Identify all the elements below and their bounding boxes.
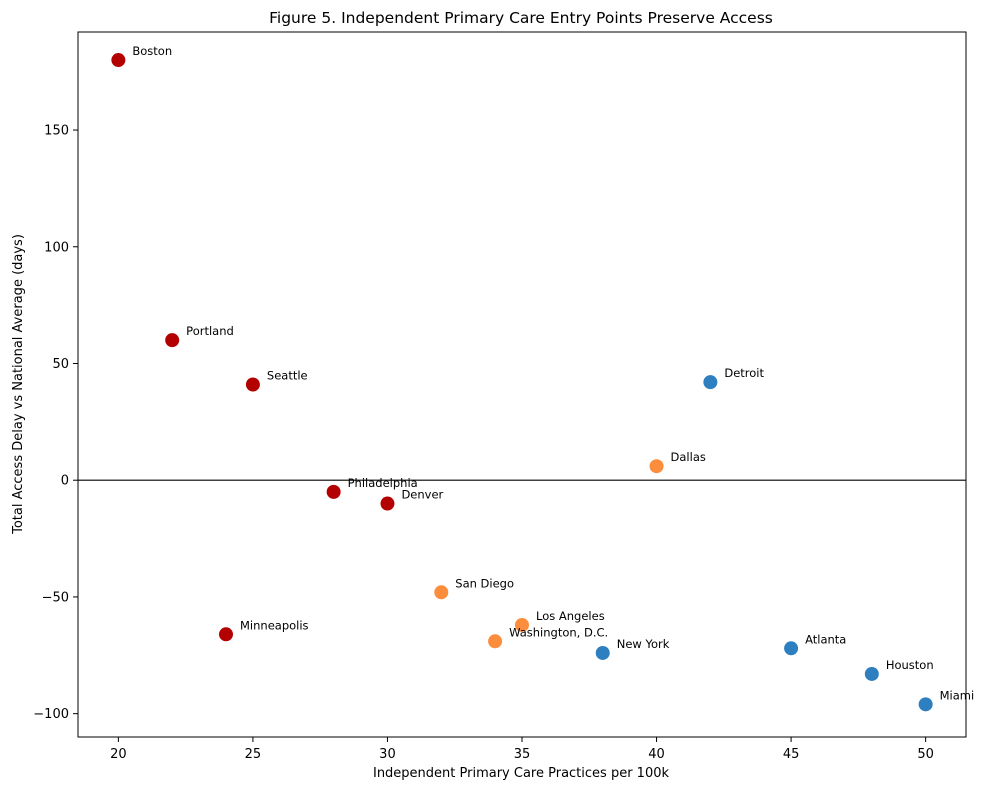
point-label: Dallas bbox=[671, 450, 706, 464]
x-tick-label: 50 bbox=[917, 747, 934, 762]
points-layer bbox=[78, 53, 966, 712]
y-tick-label: 0 bbox=[61, 474, 69, 489]
scatter-point bbox=[703, 375, 718, 390]
x-tick-label: 20 bbox=[110, 747, 127, 762]
scatter-point bbox=[515, 617, 529, 632]
scatter-point bbox=[595, 645, 610, 660]
x-tick-label: 25 bbox=[245, 747, 262, 762]
point-label: Washington, D.C. bbox=[509, 625, 608, 639]
x-tick-label: 35 bbox=[514, 747, 531, 762]
x-axis-label: Independent Primary Care Practices per 1… bbox=[373, 766, 670, 781]
x-tick-label: 30 bbox=[379, 747, 396, 762]
scatter-point bbox=[165, 333, 180, 348]
point-label: Los Angeles bbox=[536, 609, 605, 623]
y-tick-label: −50 bbox=[42, 590, 69, 605]
scatter-point bbox=[111, 53, 126, 68]
x-tick-label: 45 bbox=[783, 747, 800, 762]
ticks-layer: 20 25 30 35 40 45 50 −100 −50 0 50 100 150 bbox=[33, 124, 934, 762]
y-tick-label: 50 bbox=[52, 357, 69, 372]
y-axis-label: Total Access Delay vs National Average (… bbox=[11, 234, 26, 535]
y-tick-label: −100 bbox=[33, 707, 69, 722]
point-label: Houston bbox=[886, 658, 934, 672]
chart-title: Figure 5. Independent Primary Care Entry… bbox=[269, 9, 773, 27]
plot-frame bbox=[77, 31, 967, 738]
point-label: Detroit bbox=[724, 366, 764, 380]
scatter-point bbox=[649, 459, 664, 474]
point-label: San Diego bbox=[455, 576, 514, 590]
point-label: Miami bbox=[940, 688, 975, 702]
scatter-point bbox=[434, 585, 449, 600]
point-label: New York bbox=[617, 637, 670, 651]
scatter-point bbox=[488, 634, 503, 649]
scatter-point bbox=[245, 377, 260, 392]
point-label: Atlanta bbox=[805, 632, 846, 646]
scatter-point bbox=[864, 666, 879, 681]
scatter-point bbox=[326, 484, 341, 499]
point-label: Portland bbox=[186, 324, 234, 338]
x-tick-label: 40 bbox=[648, 747, 665, 762]
scatter-point bbox=[918, 697, 933, 712]
scatter-point bbox=[219, 627, 233, 642]
scatter-point bbox=[380, 496, 395, 511]
point-label: Seattle bbox=[267, 369, 308, 383]
point-label: Boston bbox=[132, 44, 172, 58]
y-tick-label: 150 bbox=[44, 124, 69, 139]
point-label: Philadelphia bbox=[348, 476, 418, 490]
scatter-point bbox=[784, 641, 799, 656]
point-label: Denver bbox=[401, 488, 443, 502]
point-label: Minneapolis bbox=[240, 618, 309, 632]
y-tick-label: 100 bbox=[44, 240, 69, 255]
